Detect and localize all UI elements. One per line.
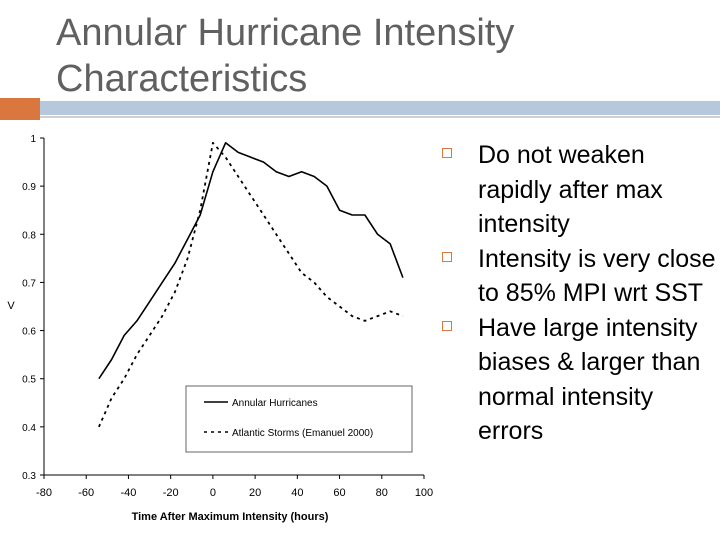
bullet-text: Do not weaken rapidly after max intensit… <box>478 141 663 238</box>
x-tick-label: 20 <box>249 487 261 499</box>
y-axis-label: V <box>7 300 15 312</box>
y-tick-label: 0.9 <box>22 182 36 193</box>
bullet-list: Do not weaken rapidly after max intensit… <box>436 138 716 449</box>
square-bullet-icon <box>442 320 452 331</box>
square-bullet-icon <box>442 148 452 158</box>
bullet-item: Have large intensity biases & larger tha… <box>436 311 716 449</box>
x-tick-label: 100 <box>415 487 433 499</box>
y-tick-label: 1 <box>30 134 36 145</box>
y-tick-label: 0.4 <box>22 423 36 434</box>
slide-title: Annular Hurricane Intensity Characterist… <box>56 12 515 100</box>
intensity-line-chart: -80 -60 -40 -20 0 20 40 60 80 100 0.3 0.4 0.5 0.6 0.7 0… <box>7 134 433 523</box>
x-tick-label: 40 <box>291 487 303 499</box>
title-rule <box>40 101 720 115</box>
legend-entry-label: Atlantic Storms (Emanuel 2000) <box>232 428 373 439</box>
annular-hurricanes-line <box>98 142 404 380</box>
x-tick-label: -80 <box>36 487 52 499</box>
x-tick-label: -60 <box>78 487 94 499</box>
y-tick-label: 0.6 <box>22 327 36 338</box>
x-axis-label: Time After Maximum Intensity (hours) <box>132 511 329 523</box>
accent-block <box>0 98 40 120</box>
x-tick-label: -20 <box>163 487 179 499</box>
y-tick-label: 0.8 <box>22 230 36 241</box>
bullet-text: Have large intensity biases & larger tha… <box>478 313 701 446</box>
x-tick-label: 60 <box>333 487 345 499</box>
x-tick-label: 80 <box>376 487 388 499</box>
chart-area: -80 -60 -40 -20 0 20 40 60 80 100 0.3 0.4 0.5 0.6 0.7 0… <box>0 122 440 532</box>
y-tick-label: 0.5 <box>22 375 36 386</box>
title-underline <box>40 116 720 118</box>
y-tick-label: 0.3 <box>22 471 36 482</box>
square-bullet-icon <box>442 251 452 262</box>
bullet-text: Intensity is very close to 85% MPI wrt S… <box>478 244 716 308</box>
x-tick-label: -40 <box>120 487 136 499</box>
bullet-item: Do not weaken rapidly after max intensit… <box>436 138 716 242</box>
bullet-item: Intensity is very close to 85% MPI wrt S… <box>436 242 716 311</box>
atlantic-storms-line <box>98 141 404 428</box>
legend-box <box>185 385 413 453</box>
x-tick-label: 0 <box>210 487 216 499</box>
legend-entry-label: Annular Hurricanes <box>232 398 318 409</box>
y-tick-label: 0.7 <box>22 278 36 289</box>
